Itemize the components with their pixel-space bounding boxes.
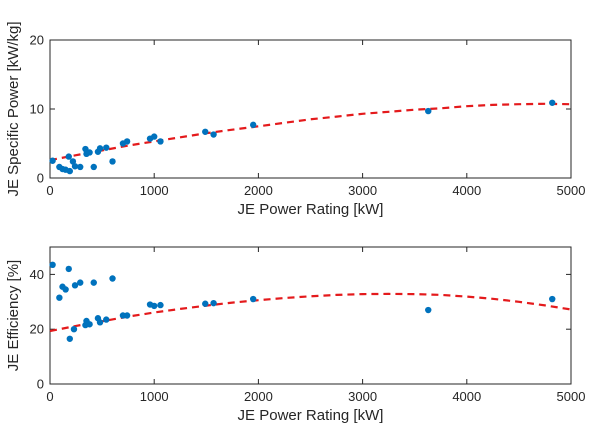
y-tick-label: 10 <box>30 102 44 117</box>
x-tick-label: 2000 <box>244 183 273 198</box>
data-point <box>425 306 432 314</box>
data-point <box>96 319 104 326</box>
y-tick-label: 20 <box>30 322 44 337</box>
data-point <box>65 153 72 160</box>
x-tick-label: 5000 <box>557 183 586 198</box>
data-point <box>96 145 104 152</box>
data-point <box>70 326 78 333</box>
data-point <box>249 121 257 129</box>
y-tick-label: 0 <box>37 171 44 186</box>
fit-curve <box>49 102 572 162</box>
x-axis-label: JE Power Rating [kW] <box>238 201 384 218</box>
data-point <box>210 131 217 138</box>
data-point <box>49 261 56 269</box>
data-point <box>66 167 73 175</box>
fit-curve <box>49 292 572 333</box>
data-point <box>86 321 93 328</box>
data-point <box>549 295 556 303</box>
data-point <box>249 295 257 303</box>
x-tick-label: 5000 <box>557 389 586 404</box>
y-axis-label: JE Efficiency [%] <box>5 260 22 371</box>
x-tick-label: 1000 <box>140 389 169 404</box>
data-point <box>90 163 97 171</box>
data-point <box>109 158 116 165</box>
data-point <box>103 144 110 151</box>
x-axis-label: JE Power Rating [kW] <box>238 407 384 424</box>
data-point <box>151 133 158 140</box>
x-tick-label: 1000 <box>140 183 169 198</box>
specific-power-chart: 0 1000 2000 3000 4000 5000 0 10 20 JE Power Ratin… <box>5 21 585 218</box>
plot-area-frame <box>49 39 572 179</box>
data-point <box>56 294 63 301</box>
data-point <box>202 300 209 307</box>
data-point <box>62 286 69 293</box>
data-point <box>109 275 116 282</box>
y-tick-label: 20 <box>30 33 44 48</box>
data-point <box>202 128 209 135</box>
data-point <box>69 158 77 165</box>
data-point <box>549 99 556 106</box>
data-point <box>210 299 217 307</box>
x-tick-label: 3000 <box>348 389 377 404</box>
y-tick-label: 0 <box>37 377 44 392</box>
x-tick-label: 4000 <box>452 389 481 404</box>
plot-area-frame <box>49 246 572 385</box>
data-point <box>151 302 158 310</box>
data-point <box>103 316 110 323</box>
x-tick-label: 3000 <box>348 183 377 198</box>
data-point <box>157 138 164 145</box>
data-point <box>65 265 72 273</box>
data-point <box>77 163 84 171</box>
data-point <box>123 138 131 145</box>
x-tick-label: 0 <box>46 183 53 198</box>
x-tick-label: 0 <box>46 389 53 404</box>
x-tick-label: 2000 <box>244 389 273 404</box>
data-point <box>123 312 131 319</box>
data-point <box>66 335 73 342</box>
data-point <box>90 279 97 286</box>
data-point <box>71 282 79 289</box>
data-point <box>86 149 93 156</box>
efficiency-chart: 0 1000 2000 3000 4000 5000 0 20 40 JE Power Ratin… <box>5 246 586 424</box>
y-axis-label: JE Specific Power [kW/kg] <box>5 21 22 196</box>
data-point <box>77 279 84 286</box>
x-tick-label: 4000 <box>452 183 481 198</box>
data-point <box>157 301 164 309</box>
data-point <box>71 163 79 170</box>
y-tick-label: 40 <box>30 267 44 282</box>
data-point <box>49 157 56 164</box>
data-point <box>425 107 432 115</box>
